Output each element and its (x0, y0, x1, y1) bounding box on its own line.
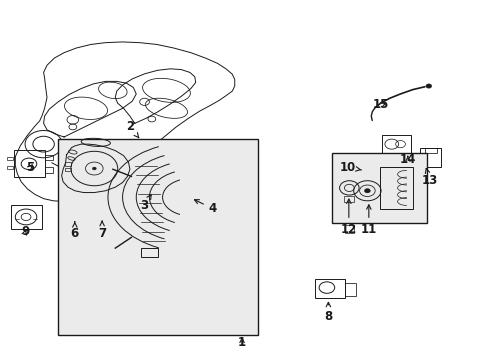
Circle shape (425, 84, 431, 88)
Text: 11: 11 (360, 205, 376, 236)
Text: 2: 2 (125, 121, 139, 138)
Bar (7, 157, 13, 160)
Text: 13: 13 (421, 168, 437, 187)
Text: 5: 5 (26, 161, 34, 174)
Bar (65, 162, 71, 166)
Bar (345, 283, 355, 296)
Bar (7, 166, 13, 169)
Text: 1: 1 (238, 336, 245, 348)
Bar (344, 196, 353, 202)
Bar (331, 153, 427, 223)
Text: 15: 15 (372, 98, 388, 111)
Circle shape (92, 167, 96, 170)
Bar (88, 190, 113, 220)
Bar (345, 225, 353, 233)
Text: 3: 3 (140, 195, 151, 212)
Bar (44, 167, 53, 173)
Text: 6: 6 (71, 222, 79, 240)
Bar (419, 148, 441, 167)
Text: 7: 7 (98, 221, 106, 240)
Text: 10: 10 (339, 161, 361, 174)
Bar (141, 248, 158, 257)
Text: 12: 12 (340, 199, 356, 236)
Bar (64, 192, 85, 219)
Bar (58, 139, 258, 335)
Circle shape (364, 189, 369, 193)
Bar (68, 197, 81, 208)
Bar (379, 167, 412, 209)
Bar (44, 154, 53, 160)
Text: 9: 9 (21, 225, 29, 238)
Text: 8: 8 (324, 302, 332, 324)
Bar (113, 193, 125, 216)
Text: 14: 14 (399, 153, 415, 166)
Bar (65, 168, 71, 171)
Bar (11, 205, 41, 229)
Bar (424, 148, 436, 153)
Bar (315, 279, 345, 298)
Bar (381, 135, 410, 153)
Text: 4: 4 (194, 200, 217, 215)
Bar (14, 150, 44, 177)
